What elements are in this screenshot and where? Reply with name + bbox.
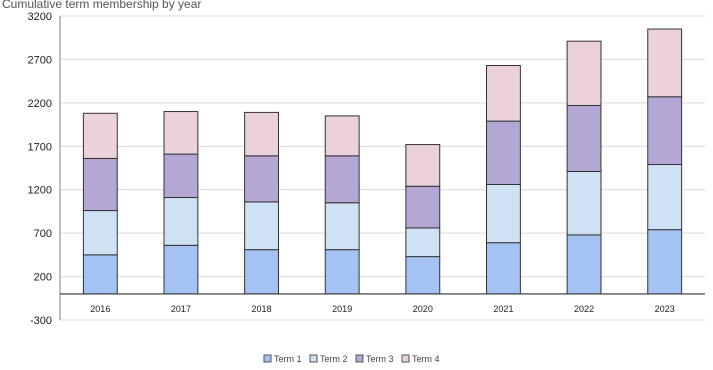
axis-layer: -300 200 700 1200 1700 2200 2700 3200 2016 2017 20… [28, 11, 705, 327]
bar-segment [244, 111, 279, 157]
bar-segment [324, 155, 360, 204]
y-tick-label: 700 [34, 228, 52, 240]
y-tick-label: 1200 [28, 185, 52, 197]
bars-layer [82, 28, 683, 295]
bar-segment [324, 202, 360, 251]
bar-segment [82, 210, 118, 256]
bar-segment [163, 111, 199, 155]
bar-segment [244, 201, 279, 251]
bar-segment [324, 115, 360, 157]
bar-segment [566, 170, 602, 236]
bar-segment [647, 96, 683, 166]
bar-segment [82, 157, 118, 212]
legend-label: Term 3 [366, 354, 394, 364]
x-tick-label: 2023 [655, 304, 675, 314]
bar-segment [486, 242, 521, 295]
bar-segment [486, 120, 521, 186]
bar-segment [163, 244, 199, 295]
legend: Term 1 Term 2 Term 3 Term 4 [263, 354, 440, 364]
bar-segment [244, 249, 279, 295]
bar-segment [486, 184, 521, 244]
bar-segment [82, 112, 118, 159]
bar-segment [405, 256, 441, 295]
bar-segment [647, 229, 683, 295]
bar-segment [163, 197, 199, 246]
bar-segment [566, 104, 602, 172]
bar-segment [566, 234, 602, 295]
x-tick-label: 2022 [574, 304, 594, 314]
bar-segment [244, 155, 279, 203]
legend-swatch [263, 354, 272, 363]
x-tick-label: 2020 [413, 304, 433, 314]
y-tick-label: 1700 [28, 141, 52, 153]
bar-segment [647, 164, 683, 231]
x-tick-label: 2016 [90, 304, 110, 314]
x-tick-label: 2019 [332, 304, 352, 314]
chart-title: Cumulative term membership by year [2, 0, 201, 11]
grid-layer [60, 15, 705, 321]
x-tick-label: 2017 [171, 304, 191, 314]
legend-swatch [309, 354, 318, 363]
legend-swatch [401, 354, 410, 363]
legend-label: Term 2 [320, 354, 348, 364]
y-tick-label: 2700 [28, 54, 52, 66]
bar-segment [405, 227, 441, 258]
y-tick-label: 3200 [28, 11, 52, 23]
bar-segment [566, 40, 602, 106]
y-tick-label: -300 [30, 315, 52, 327]
bar-segment [163, 153, 199, 199]
x-tick-label: 2018 [252, 304, 272, 314]
bar-segment [486, 65, 521, 122]
bar-segment [324, 249, 360, 295]
bar-segment [647, 28, 683, 98]
legend-label: Term 4 [412, 354, 440, 364]
bar-segment [405, 185, 441, 229]
legend-label: Term 1 [274, 354, 302, 364]
y-tick-label: 200 [34, 272, 52, 284]
bar-segment [405, 144, 441, 187]
x-tick-label: 2021 [493, 304, 513, 314]
legend-swatch [355, 354, 364, 363]
bar-segment [82, 254, 118, 295]
y-tick-label: 2200 [28, 98, 52, 110]
